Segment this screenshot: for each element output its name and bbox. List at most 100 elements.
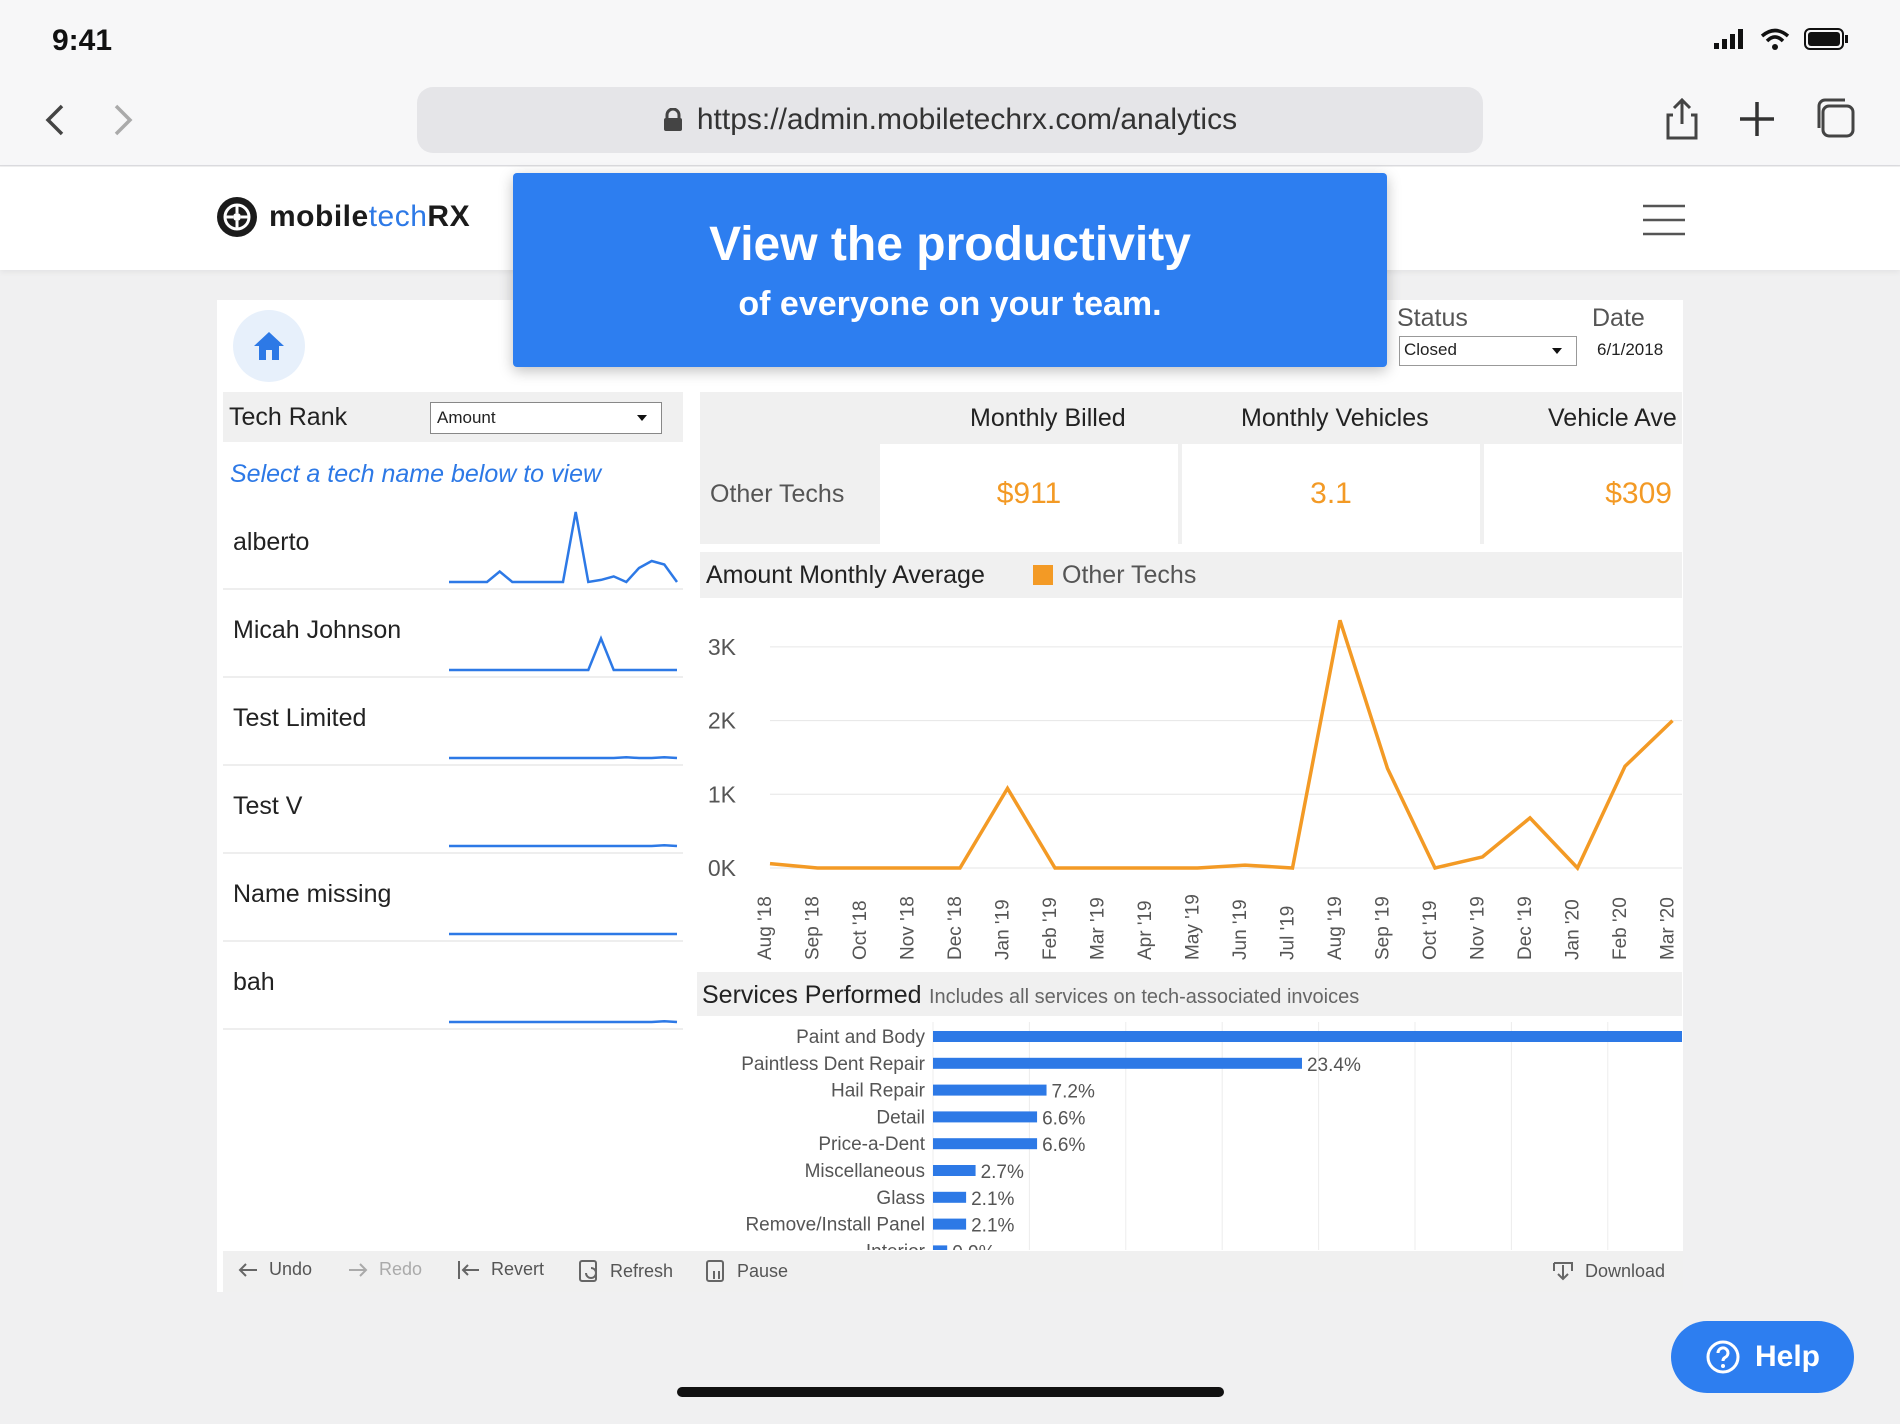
battery-icon — [1804, 28, 1848, 50]
undo-button[interactable]: Undo — [237, 1259, 312, 1280]
bar-category-label: Miscellaneous — [805, 1161, 925, 1182]
tech-sparkline — [449, 635, 677, 672]
redo-button[interactable]: Redo — [347, 1259, 422, 1280]
back-icon[interactable] — [34, 98, 78, 142]
date-value[interactable]: 6/1/2018 — [1597, 340, 1664, 359]
help-button[interactable]: Help — [1671, 1321, 1854, 1393]
status-select-value: Closed — [1404, 340, 1457, 359]
logo-text-rx: RX — [427, 200, 471, 233]
tech-name[interactable]: Test Limited — [233, 704, 367, 732]
tech-row[interactable]: bah — [223, 942, 683, 1030]
new-tab-icon[interactable] — [1734, 96, 1780, 142]
url-bar[interactable]: https://admin.mobiletechrx.com/analytics — [417, 87, 1483, 153]
logo-wheel-icon — [217, 197, 257, 237]
tech-name[interactable]: Micah Johnson — [233, 616, 402, 644]
help-icon — [1706, 1340, 1740, 1374]
x-tick-label: Oct '18 — [850, 900, 871, 960]
home-icon — [254, 332, 284, 360]
y-tick-label: 0K — [708, 855, 737, 881]
bar-category-label: Detail — [876, 1107, 925, 1128]
tech-rank-header: Tech Rank Amount — [223, 392, 683, 442]
y-tick-label: 1K — [708, 781, 737, 807]
bar-value-label: 0.9% — [952, 1242, 995, 1250]
tech-name[interactable]: Test V — [233, 792, 303, 820]
status-select[interactable]: Closed — [1399, 336, 1577, 366]
help-label: Help — [1754, 1340, 1820, 1373]
x-tick-label: Jul '19 — [1278, 906, 1299, 960]
x-tick-label: Mar '20 — [1658, 897, 1679, 960]
bar — [933, 1191, 967, 1203]
y-tick-label: 3K — [708, 634, 737, 660]
report-toolbar: Undo Redo Revert Refresh Pause Download — [223, 1251, 1683, 1292]
bar-category-label: Price-a-Dent — [818, 1134, 925, 1155]
revert-button[interactable]: Revert — [457, 1259, 544, 1280]
refresh-label: Refresh — [610, 1260, 674, 1281]
x-tick-label: May '19 — [1183, 894, 1204, 960]
tech-hint: Select a tech name below to view — [230, 460, 602, 488]
pause-button[interactable]: Pause — [705, 1259, 788, 1283]
browser-toolbar: https://admin.mobiletechrx.com/analytics — [0, 80, 1900, 166]
metric-header-vehicles: Monthly Vehicles — [1241, 404, 1429, 432]
tech-sparkline — [449, 932, 677, 936]
x-tick-label: Nov '18 — [898, 896, 919, 960]
revert-label: Revert — [491, 1259, 545, 1279]
tech-row[interactable]: Name missing — [223, 854, 683, 942]
rank-sort-select[interactable]: Amount — [430, 402, 662, 434]
tech-name[interactable]: alberto — [233, 528, 310, 556]
bar-category-label: Glass — [876, 1188, 925, 1209]
tech-row[interactable]: alberto — [223, 502, 683, 590]
chevron-down-icon — [1552, 348, 1562, 354]
x-tick-label: Nov '19 — [1468, 896, 1489, 960]
bar — [933, 1057, 1302, 1069]
refresh-button[interactable]: Refresh — [578, 1259, 673, 1283]
tech-row[interactable]: Micah Johnson — [223, 590, 683, 678]
rank-sort-value: Amount — [437, 408, 496, 427]
bar-category-label: Remove/Install Panel — [745, 1215, 925, 1236]
redo-label: Redo — [379, 1259, 423, 1279]
bar-category-label: Paintless Dent Repair — [741, 1054, 925, 1075]
x-tick-label: Apr '19 — [1135, 900, 1156, 960]
signal-icon — [1714, 29, 1743, 49]
tech-name[interactable]: Name missing — [233, 880, 392, 908]
promo-banner: View the productivity of everyone on you… — [513, 173, 1387, 367]
bar — [933, 1111, 1038, 1123]
date-label: Date — [1592, 304, 1645, 332]
bar — [933, 1031, 1682, 1042]
metrics-row: Other Techs $911 3.1 $309 — [700, 444, 1682, 544]
tech-rank-label: Tech Rank — [229, 402, 348, 431]
x-tick-label: Sep '19 — [1373, 896, 1394, 960]
tech-rank-panel: Tech Rank Amount Select a tech name belo… — [223, 392, 683, 1030]
tech-row[interactable]: Test V — [223, 766, 683, 854]
pause-icon — [706, 1260, 724, 1282]
share-icon[interactable] — [1659, 96, 1705, 142]
revert-icon — [458, 1260, 479, 1279]
metric-value-vehicle-ave: $309 — [1484, 444, 1682, 544]
undo-icon — [238, 1262, 257, 1277]
tech-sparkline — [449, 1020, 678, 1024]
series-line-other-techs — [769, 619, 1674, 872]
tech-sparkline — [449, 756, 678, 760]
menu-icon[interactable] — [1643, 203, 1685, 237]
chevron-down-icon — [637, 415, 647, 421]
tech-row[interactable]: Test Limited — [223, 678, 683, 766]
x-tick-label: Mar '19 — [1088, 897, 1109, 960]
bar — [933, 1084, 1047, 1096]
forward-icon[interactable] — [100, 98, 144, 142]
x-tick-label: Feb '19 — [1040, 897, 1061, 960]
sparkline-line — [449, 511, 678, 584]
home-button[interactable] — [233, 310, 305, 382]
redo-icon — [349, 1262, 368, 1277]
status-bar: 9:41 — [0, 0, 1900, 80]
tabs-icon[interactable] — [1813, 96, 1859, 142]
bar-value-label: 7.2% — [1052, 1082, 1095, 1103]
bar-category-label: Paint and Body — [796, 1027, 925, 1048]
download-button[interactable]: Download — [1551, 1259, 1665, 1283]
bar-value-label: 2.1% — [971, 1216, 1014, 1237]
tech-list: alberto Micah Johnson Test Limited Test V Na… — [223, 502, 683, 1030]
bar — [933, 1245, 948, 1250]
sparkline-line — [449, 756, 678, 760]
tech-name[interactable]: bah — [233, 968, 275, 996]
site-logo[interactable]: mobiletechRX — [215, 195, 470, 239]
x-tick-label: Oct '19 — [1420, 900, 1441, 960]
x-tick-label: Dec '19 — [1515, 896, 1536, 960]
